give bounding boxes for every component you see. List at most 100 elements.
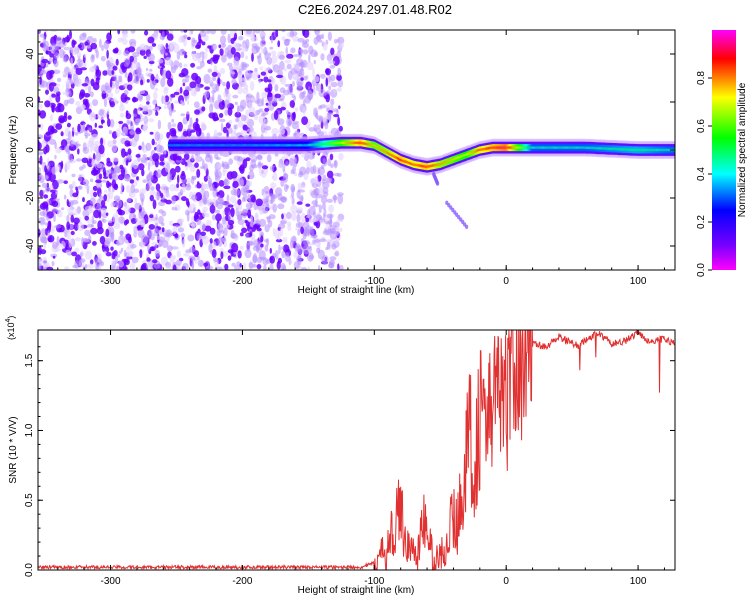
- noise-dot: [178, 48, 186, 56]
- noise-dot: [278, 223, 286, 229]
- noise-dot: [236, 174, 243, 179]
- noise-dot: [138, 145, 142, 151]
- noise-dot: [182, 238, 186, 248]
- noise-dot: [196, 183, 202, 189]
- noise-dot: [306, 266, 311, 270]
- noise-dot: [96, 162, 103, 169]
- noise-dot: [84, 134, 88, 139]
- noise-dot: [82, 164, 86, 169]
- noise-dot: [95, 151, 102, 162]
- noise-dot: [245, 202, 253, 209]
- noise-dot: [264, 244, 269, 252]
- noise-dot: [242, 82, 247, 88]
- noise-dot: [88, 234, 92, 243]
- noise-dot: [212, 92, 215, 103]
- noise-dot: [131, 256, 139, 264]
- noise-dot: [185, 165, 189, 171]
- noise-dot: [305, 167, 310, 175]
- noise-dot: [299, 166, 307, 176]
- noise-dot: [38, 199, 41, 204]
- noise-dot: [53, 59, 59, 68]
- noise-dot: [156, 173, 161, 178]
- noise-dot: [336, 87, 342, 92]
- noise-dot: [261, 188, 265, 196]
- noise-dot: [185, 198, 190, 206]
- noise-dot: [107, 219, 113, 223]
- noise-dot: [187, 163, 195, 168]
- noise-dot: [177, 121, 183, 132]
- noise-dot: [133, 214, 137, 219]
- noise-dot: [211, 71, 218, 77]
- noise-dot: [274, 93, 282, 99]
- noise-dot: [157, 119, 162, 130]
- noise-dot: [96, 198, 102, 207]
- noise-dot: [268, 52, 271, 57]
- noise-dot: [198, 199, 204, 207]
- noise-dot: [82, 122, 86, 131]
- noise-dot: [206, 90, 210, 98]
- snr-line: [38, 330, 675, 570]
- noise-dot: [148, 118, 155, 123]
- noise-dot: [223, 185, 231, 190]
- noise-dot: [318, 204, 322, 214]
- noise-dot: [55, 36, 63, 45]
- noise-dot: [322, 229, 330, 236]
- noise-dot: [329, 256, 337, 261]
- noise-dot: [195, 192, 203, 202]
- noise-dot: [79, 104, 86, 110]
- noise-dot: [114, 87, 120, 95]
- noise-dot: [286, 63, 292, 70]
- noise-dot: [308, 219, 313, 224]
- noise-dot: [117, 253, 120, 258]
- noise-dot: [321, 202, 326, 210]
- noise-dot: [312, 86, 317, 96]
- noise-dot: [294, 157, 298, 167]
- noise-dot: [87, 263, 94, 269]
- noise-dot: [60, 131, 64, 137]
- noise-dot: [227, 107, 233, 116]
- noise-dot: [272, 203, 278, 213]
- noise-dot: [38, 134, 44, 140]
- bottom-y-axis: 0.00.51.01.5: [24, 346, 675, 577]
- noise-dot: [218, 180, 225, 187]
- noise-dot: [291, 122, 300, 130]
- y-tick-label: 0.5: [24, 493, 35, 507]
- noise-dot: [56, 179, 64, 184]
- noise-dot: [252, 245, 259, 251]
- noise-dot: [222, 216, 226, 225]
- noise-dot: [224, 87, 228, 92]
- noise-dot: [178, 35, 185, 44]
- noise-dot: [152, 199, 157, 210]
- noise-dot: [263, 186, 270, 194]
- noise-dot: [199, 222, 206, 231]
- noise-dot: [72, 40, 77, 45]
- noise-dot: [81, 61, 87, 68]
- noise-dot: [135, 128, 142, 135]
- noise-dot: [292, 73, 300, 80]
- noise-dot: [130, 138, 136, 147]
- noise-dot: [214, 191, 217, 200]
- noise-dot: [67, 115, 72, 120]
- noise-dot: [87, 144, 90, 153]
- noise-dot: [123, 249, 127, 258]
- noise-dot: [296, 58, 304, 66]
- noise-dot: [322, 42, 328, 51]
- noise-dot: [328, 262, 335, 269]
- noise-dot: [216, 229, 221, 237]
- noise-dot: [230, 37, 235, 45]
- noise-dot: [256, 154, 263, 161]
- noise-dot: [310, 166, 315, 175]
- noise-dot: [284, 83, 292, 88]
- noise-dot: [41, 58, 49, 64]
- noise-dot: [215, 83, 220, 92]
- noise-dot: [286, 53, 294, 59]
- noise-dot: [256, 219, 261, 226]
- noise-dot: [325, 247, 329, 251]
- noise-dot: [151, 246, 154, 251]
- y-tick-label: 20: [25, 96, 36, 108]
- noise-dot: [275, 250, 279, 260]
- noise-dot: [45, 50, 52, 55]
- noise-dot: [165, 192, 171, 198]
- noise-dot: [165, 70, 172, 80]
- noise-dot: [82, 197, 85, 203]
